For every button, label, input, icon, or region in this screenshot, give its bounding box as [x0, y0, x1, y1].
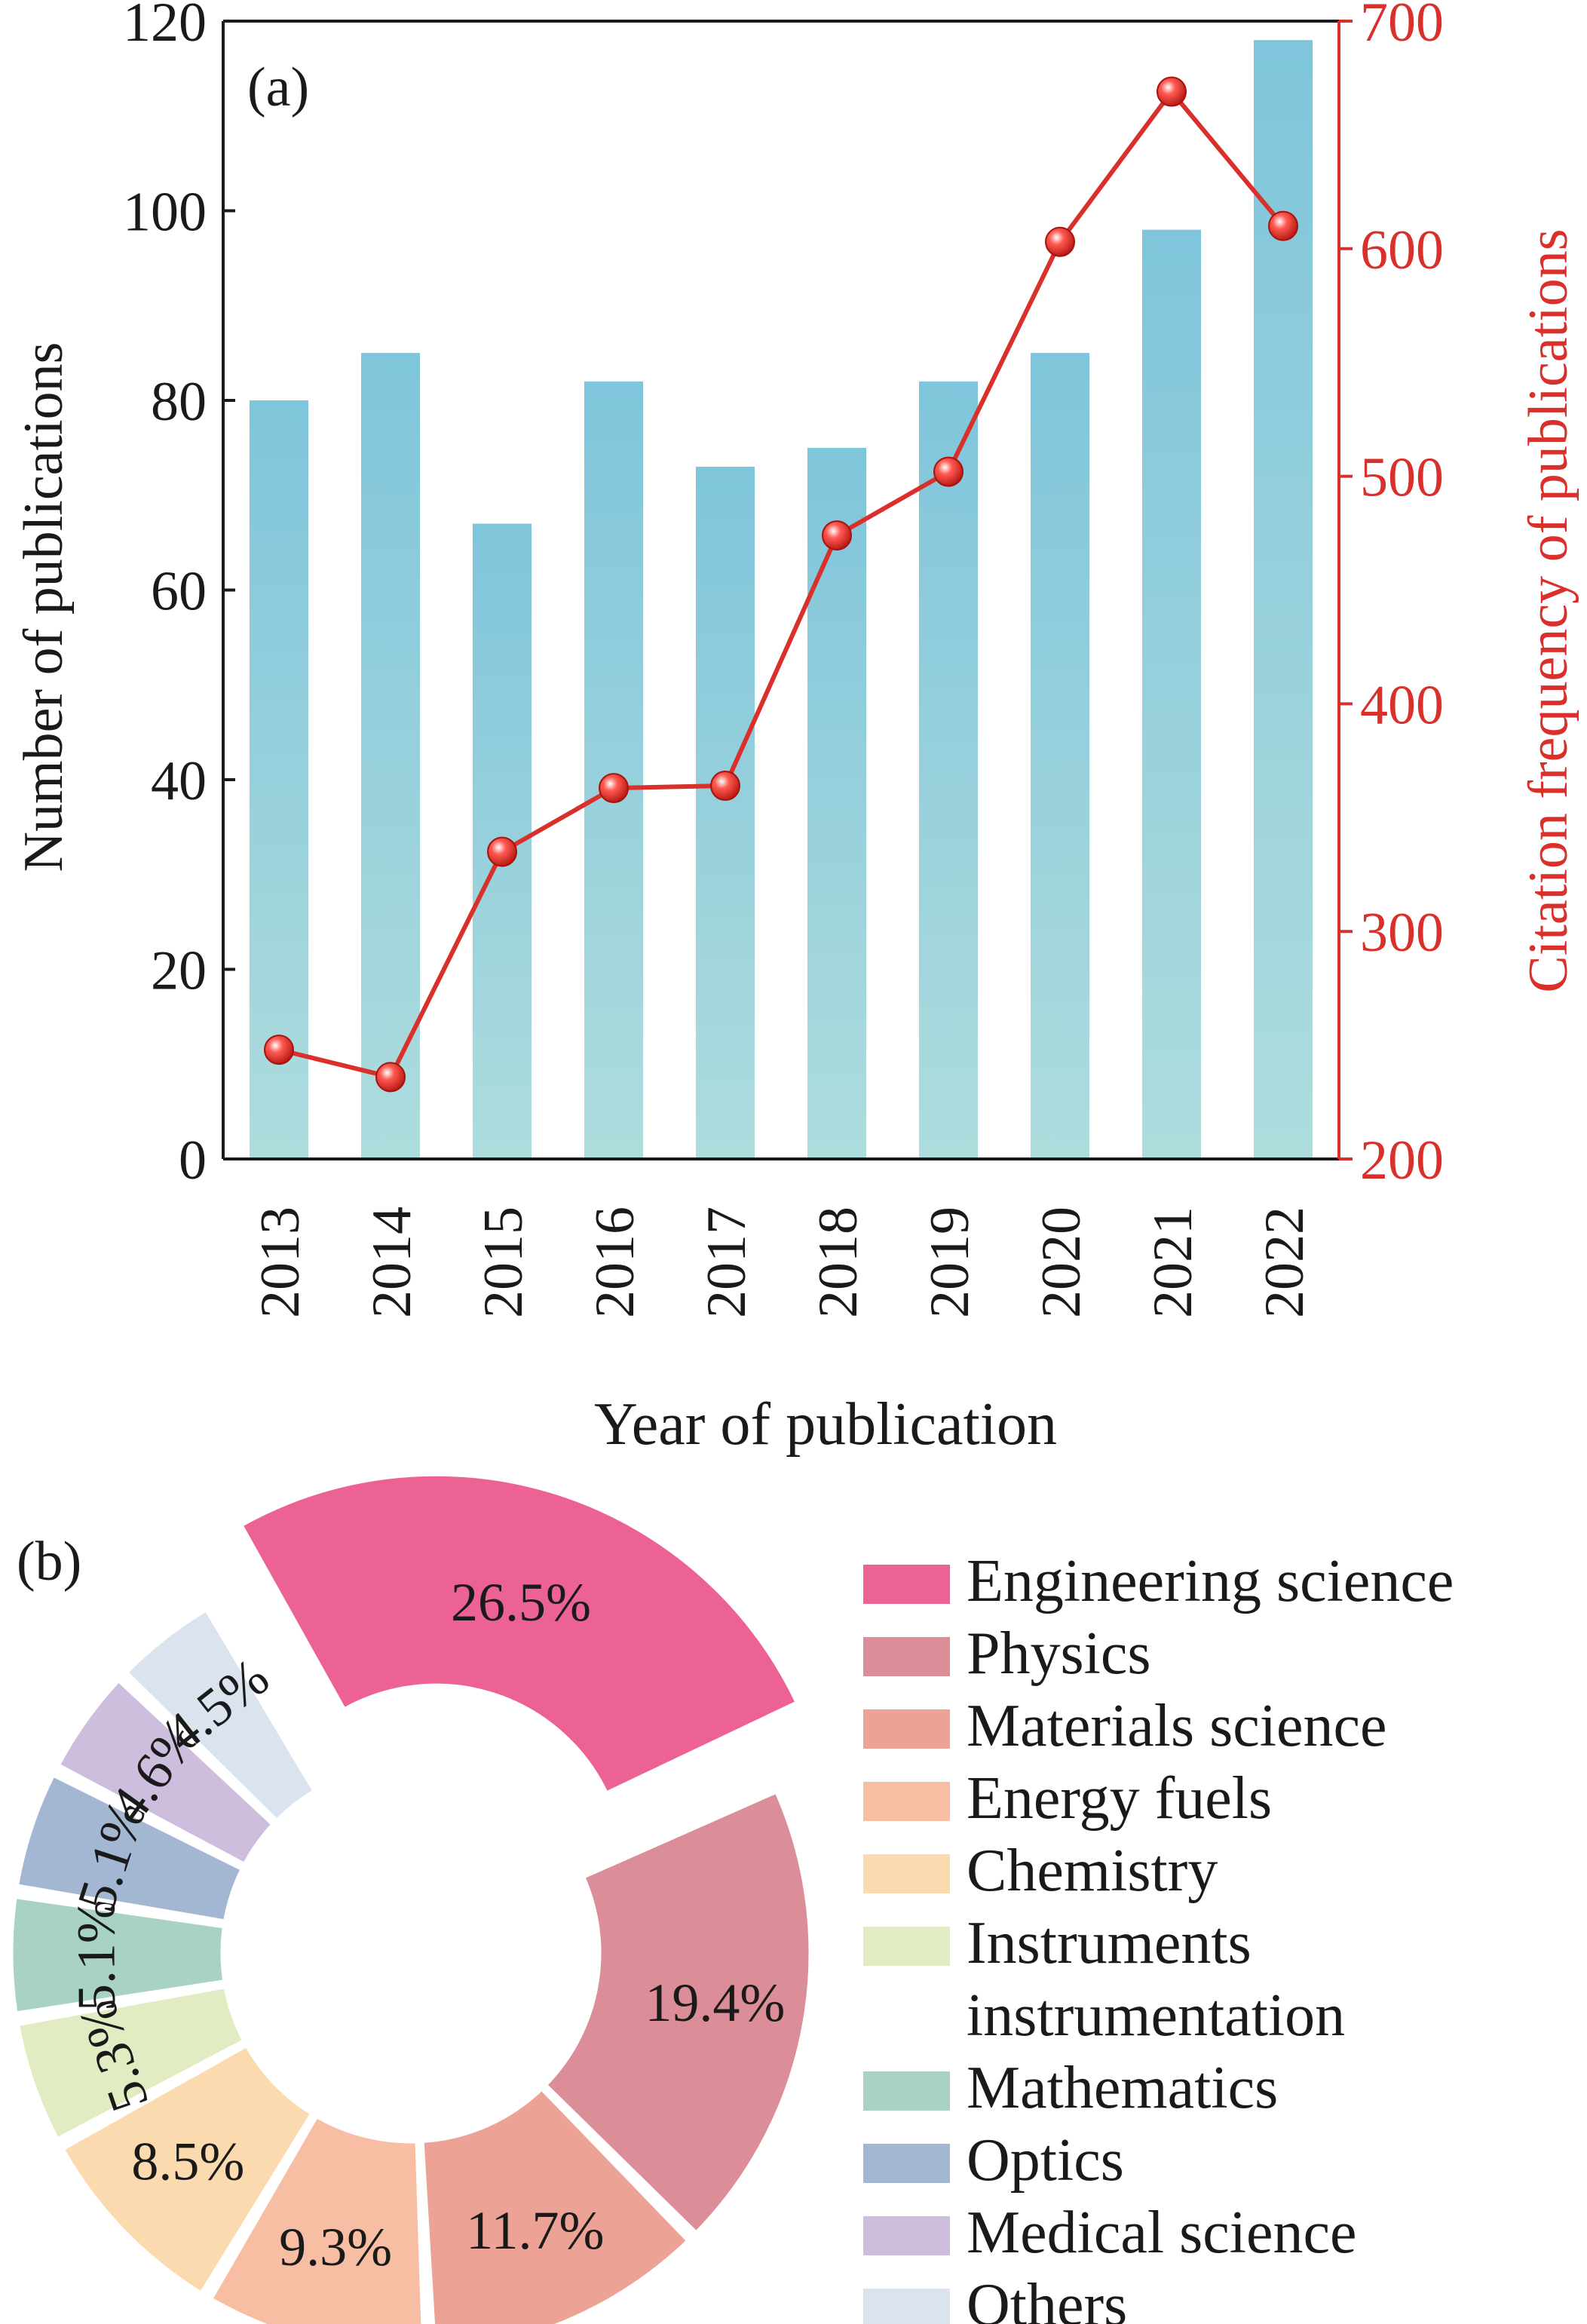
slice-medical-science	[55, 1678, 276, 1867]
right-tick-label: 300	[1360, 902, 1444, 964]
citation-point-2020	[1045, 226, 1075, 257]
legend-swatch	[863, 2289, 950, 2324]
slice-percent-label: 8.5%	[131, 2132, 244, 2192]
slice-materials-science	[420, 2086, 691, 2324]
x-tick-label: 2021	[1142, 1206, 1204, 1318]
slice-engineering-science	[238, 1472, 800, 1796]
legend-label: Medical science	[967, 2200, 1357, 2266]
legend-label: Instruments	[967, 1910, 1252, 1976]
bar-series	[250, 40, 1313, 1160]
legend-label: Others	[967, 2272, 1127, 2324]
panel-b-label: (b)	[17, 1531, 81, 1593]
legend-label: Energy fuels	[967, 1765, 1272, 1832]
citation-line	[278, 89, 1285, 1080]
x-tick-label: 2014	[361, 1206, 423, 1318]
x-tick-label: 2022	[1254, 1206, 1316, 1318]
bar-2019	[919, 381, 978, 1160]
x-tick-label: 2020	[1031, 1206, 1092, 1318]
citation-point-2019	[933, 456, 964, 487]
legend-label: Mathematics	[967, 2055, 1278, 2121]
legend-swatch	[863, 1709, 950, 1749]
legend-label: Physics	[967, 1620, 1151, 1687]
left-tick-label: 40	[151, 750, 207, 812]
x-tick-label: 2016	[584, 1206, 646, 1318]
citation-point-2014	[375, 1062, 406, 1093]
citation-point-2022	[1268, 210, 1298, 241]
legend-swatch	[863, 2216, 950, 2255]
x-axis-title: Year of publication	[594, 1391, 1057, 1458]
bar-2018	[807, 447, 866, 1159]
legend-label: Optics	[967, 2127, 1124, 2194]
slice-mathematics	[9, 1894, 227, 2016]
citation-point-2016	[599, 773, 629, 804]
slice-percent-label: 5.1%	[66, 1898, 127, 2011]
slice-percent-label: 9.3%	[279, 2217, 392, 2277]
legend-label: Engineering science	[967, 1548, 1454, 1614]
right-tick-label: 600	[1360, 219, 1444, 281]
left-tick-label: 20	[151, 940, 207, 1002]
bar-2022	[1254, 40, 1313, 1159]
citation-point-2021	[1157, 76, 1187, 107]
axes-a: 0 20 40 60 80 100 120 200 300 400 500 600 700 2013 201…	[123, 0, 1444, 1318]
left-tick-label: 120	[123, 0, 207, 54]
slice-percent-label: 11.7%	[466, 2200, 604, 2261]
legend-label: instrumentation	[967, 1982, 1345, 2049]
bar-2016	[584, 381, 643, 1160]
legend-swatch	[863, 1782, 950, 1821]
left-y-axis-title: Number of publications	[13, 342, 75, 872]
slice-others	[124, 1607, 317, 1823]
legend-label: Materials science	[967, 1693, 1387, 1759]
bar-2014	[361, 353, 420, 1159]
legend-swatch	[863, 1637, 950, 1676]
x-tick-label: 2017	[696, 1206, 758, 1318]
left-tick-label: 0	[179, 1130, 207, 1191]
citation-line-series	[264, 76, 1298, 1093]
right-tick-label: 700	[1360, 0, 1444, 54]
slice-energy-fuels	[208, 2114, 425, 2324]
citation-point-2013	[264, 1035, 294, 1065]
bar-2021	[1142, 229, 1201, 1159]
left-tick-label: 80	[151, 371, 207, 433]
slice-chemistry	[60, 2043, 315, 2296]
legend-label: Chemistry	[967, 1838, 1218, 1904]
left-tick-label: 60	[151, 561, 207, 623]
chart-panel-a: (a) 0 20 40 60 80 100 120 200 300 400 500 600 700 201…	[13, 0, 1579, 1458]
bar-2020	[1031, 353, 1089, 1159]
x-tick-label: 2019	[919, 1206, 981, 1318]
citation-point-2017	[710, 771, 740, 802]
legend-swatch	[863, 1565, 950, 1604]
slice-percent-label: 26.5%	[451, 1572, 591, 1633]
x-tick-label: 2013	[250, 1206, 311, 1318]
right-tick-label: 200	[1360, 1130, 1444, 1191]
right-y-axis-title: Citation frequency of publications	[1518, 228, 1579, 992]
bar-2017	[696, 467, 755, 1159]
chart-panel-b: (b) 26.5%19.4%11.7%9.3%8.5%5.3%5.1%5.1%4…	[9, 1472, 1454, 2324]
legend-swatch	[863, 2144, 950, 2183]
right-tick-label: 400	[1360, 674, 1444, 736]
bar-2013	[250, 400, 308, 1159]
legend-swatch	[863, 2071, 950, 2111]
citation-point-2015	[487, 836, 517, 867]
panel-a-label: (a)	[247, 57, 309, 118]
slice-instruments	[15, 1984, 247, 2142]
slice-optics	[14, 1772, 245, 1924]
citation-point-2018	[822, 520, 852, 551]
right-tick-label: 500	[1360, 447, 1444, 509]
legend-swatch	[863, 1854, 950, 1893]
donut-chart: 26.5%19.4%11.7%9.3%8.5%5.3%5.1%5.1%4.6%4…	[9, 1472, 813, 2324]
x-tick-label: 2015	[473, 1206, 535, 1318]
slice-percent-label: 19.4%	[645, 1973, 785, 2033]
legend-swatch	[863, 1927, 950, 1966]
x-tick-label: 2018	[807, 1206, 869, 1318]
slice-physics	[542, 1789, 813, 2236]
left-tick-label: 100	[123, 182, 207, 244]
